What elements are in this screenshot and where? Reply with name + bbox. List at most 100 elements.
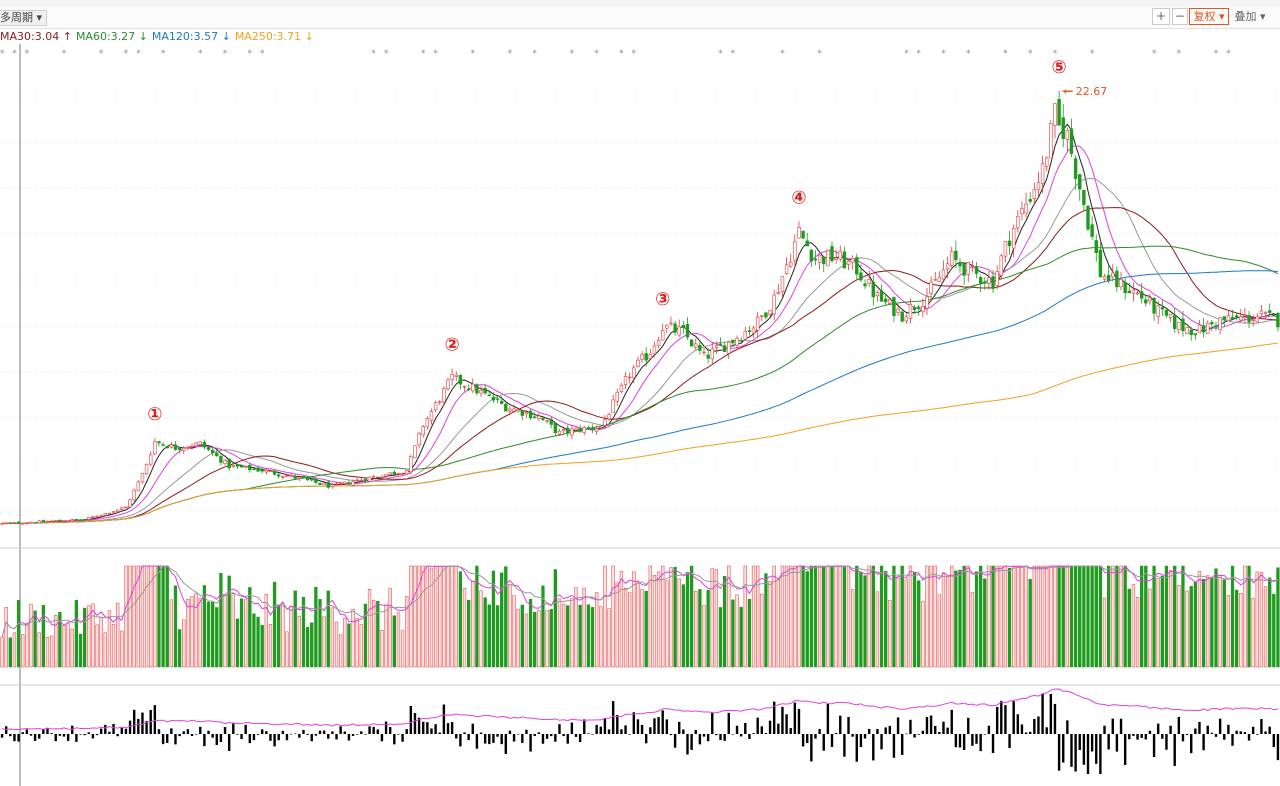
candle-body: [1073, 158, 1078, 179]
candle-body: [115, 509, 120, 512]
candle-body: [908, 304, 913, 319]
indicator-bar-up: [793, 702, 797, 734]
indicator-bar-down: [166, 734, 169, 743]
candle-body: [784, 264, 789, 274]
kline-chart[interactable]: * * * * * * * * * * * * * * * * * * * * * * * * * * * * * * * * * * * * * * * ①…: [0, 44, 1280, 786]
indicator-bar-down: [335, 734, 338, 740]
indicator-bar-up: [967, 717, 970, 734]
wave-marker-label: ①: [147, 404, 162, 425]
indicator-bar-up: [789, 728, 792, 734]
volume-bar: [330, 607, 335, 668]
candle-body: [487, 394, 491, 397]
indicator-bar-up: [170, 728, 173, 734]
indicator-bar-up: [21, 732, 24, 734]
event-marker-icon: *: [941, 49, 946, 59]
indicator-bar-down: [401, 734, 404, 742]
indicator-bar-up: [409, 705, 413, 734]
volume-bar: [380, 630, 384, 668]
fuquan-button[interactable]: 复权 ▾: [1189, 8, 1229, 25]
candle-body: [665, 324, 669, 329]
volume-bar: [751, 565, 756, 668]
indicator-bar-down: [872, 734, 875, 761]
event-marker-icon: *: [62, 49, 67, 59]
volume-bar: [140, 565, 145, 668]
indicator-bar-down: [892, 734, 896, 758]
ma10-line: [2, 145, 1279, 524]
indicator-bar-up: [661, 710, 664, 734]
candle-body: [1230, 316, 1235, 320]
indicator-bar-up: [1066, 720, 1069, 734]
indicator-bar-up: [1235, 730, 1238, 734]
event-marker-icon: *: [916, 49, 921, 59]
candle-body: [1160, 307, 1165, 310]
event-marker-icon: *: [124, 49, 129, 59]
candle-body: [111, 511, 116, 514]
candle-body: [656, 339, 661, 347]
indicator-bar-up: [1041, 694, 1044, 734]
volume-bar: [921, 600, 925, 668]
volume-bar: [458, 571, 463, 668]
candle-body: [1152, 297, 1156, 314]
volume-bar: [780, 565, 785, 668]
indicator-bar-down: [971, 734, 974, 746]
volume-bar: [875, 591, 880, 668]
candle-body: [706, 354, 710, 359]
candle-body: [751, 327, 756, 334]
indicator-bar-down: [1128, 734, 1131, 740]
candle-body: [4, 522, 8, 525]
candle-body: [120, 507, 124, 510]
event-marker-icon: *: [718, 49, 723, 59]
candle-body: [376, 476, 380, 479]
volume-bar: [495, 605, 500, 668]
indicator-bar-down: [269, 734, 272, 741]
candle-body: [1251, 319, 1255, 321]
indicator-bar-up: [265, 731, 268, 734]
volume-bar: [710, 568, 714, 668]
candle-body: [318, 482, 322, 485]
volume-bar: [153, 565, 157, 668]
volume-bar: [396, 612, 401, 668]
event-marker-icon: *: [594, 49, 599, 59]
indicator-bar-down: [54, 734, 57, 742]
indicator-bar-up: [71, 725, 74, 734]
volume-bar: [376, 600, 380, 668]
event-marker-icon: *: [99, 49, 104, 59]
indicator-bar-up: [744, 722, 747, 734]
volume-bar: [281, 603, 285, 668]
overlay-button[interactable]: 叠加 ▾: [1234, 10, 1266, 23]
volume-bar: [904, 579, 908, 668]
event-marker-icon: *: [532, 49, 537, 59]
candle-body: [702, 351, 706, 354]
indicator-bar-up: [995, 706, 999, 734]
indicator-bar-down: [355, 734, 359, 735]
candle-body: [190, 446, 194, 448]
zoom-in-button[interactable]: +: [1152, 8, 1170, 25]
candle-body: [355, 479, 359, 482]
indicator-bar-down: [814, 734, 817, 739]
candle-body: [681, 324, 686, 328]
indicator-bar-up: [632, 712, 636, 734]
period-selector-button[interactable]: 多周期 ▾: [0, 10, 48, 26]
volume-bar: [29, 603, 33, 668]
candle-body: [999, 255, 1003, 276]
wave-marker-label: ③: [655, 289, 670, 310]
volume-bar: [235, 618, 240, 668]
indicator-bar-down: [673, 734, 677, 748]
indicator-bar-up: [607, 729, 611, 734]
volume-bar: [912, 572, 917, 668]
candle-body: [165, 445, 169, 449]
indicator-bar-up: [1177, 716, 1181, 734]
volume-bar: [590, 607, 595, 668]
zoom-out-button[interactable]: −: [1172, 8, 1188, 25]
candle-body: [879, 290, 884, 302]
indicator-bar-down: [851, 734, 854, 737]
candle-body: [103, 512, 107, 516]
volume-bar: [1218, 575, 1222, 668]
volume-bar: [182, 619, 186, 668]
indicator-bar-down: [178, 734, 181, 737]
candle-body: [950, 251, 954, 266]
indicator-bar-up: [343, 731, 346, 734]
candle-body: [578, 428, 582, 432]
candle-body: [421, 426, 425, 436]
volume-bar: [830, 565, 834, 668]
